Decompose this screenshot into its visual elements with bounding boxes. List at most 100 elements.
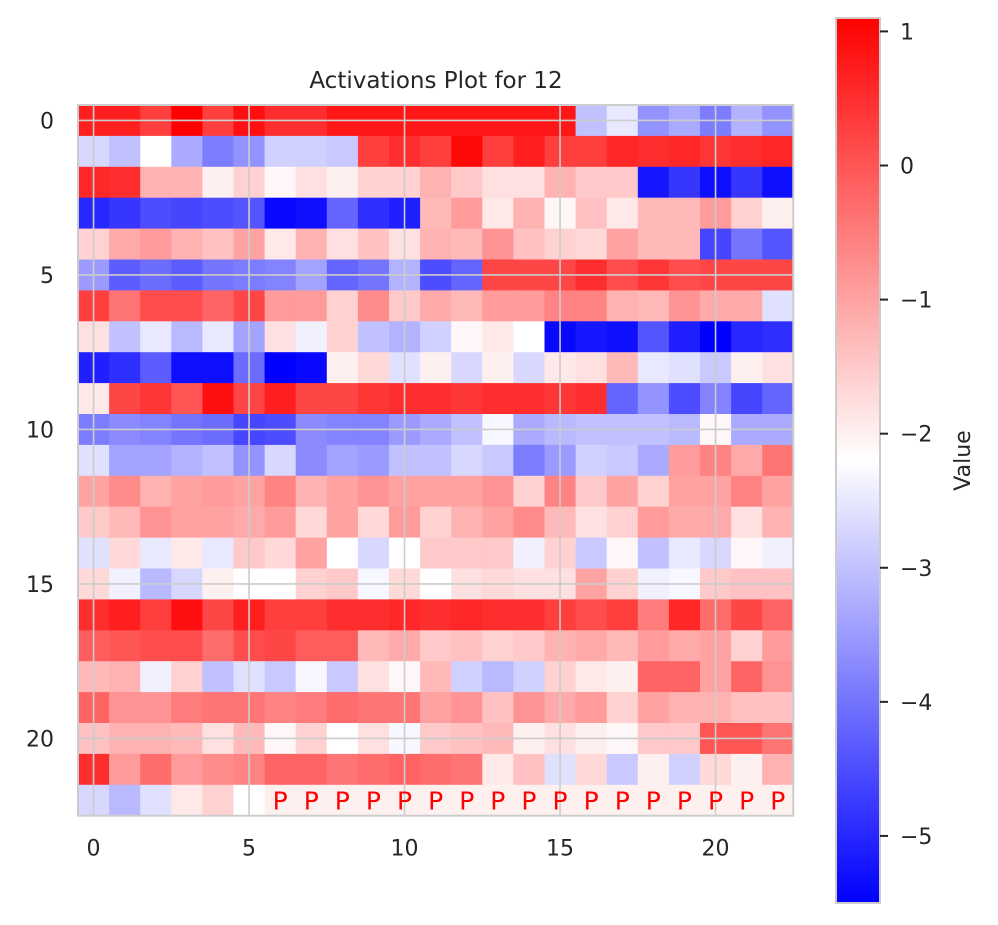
heatmap-cell (140, 753, 172, 786)
heatmap-cell (295, 537, 328, 570)
heatmap-cell (202, 444, 235, 477)
heatmap-cell (575, 444, 608, 477)
heatmap-cell (171, 475, 203, 508)
heatmap-cell (451, 166, 483, 199)
heatmap-cell (451, 290, 483, 322)
heatmap-cell (264, 352, 297, 384)
y-tick-label: 20 (26, 727, 54, 752)
heatmap-cell (451, 352, 483, 384)
heatmap-cell (171, 290, 203, 322)
heatmap-cell (420, 135, 452, 168)
heatmap-cell (731, 506, 763, 539)
heatmap-cell (295, 228, 328, 261)
pad-marker: P (553, 786, 568, 815)
heatmap-cell (762, 599, 794, 631)
heatmap-cell (668, 692, 701, 724)
heatmap-cell (762, 753, 794, 786)
heatmap-cell (668, 630, 701, 662)
heatmap-cell (295, 321, 328, 353)
heatmap-cell (264, 692, 297, 724)
heatmap-cell (109, 784, 141, 817)
heatmap-cell (109, 692, 141, 724)
y-tick-label: 15 (26, 573, 54, 598)
heatmap-cell (264, 290, 297, 322)
heatmap-cell (264, 228, 297, 261)
heatmap-cell (731, 599, 763, 631)
heatmap-cell (264, 444, 297, 477)
heatmap-cells (78, 105, 794, 817)
heatmap-cell (731, 383, 763, 415)
heatmap-cell (420, 692, 452, 724)
pad-marker: P (646, 786, 661, 815)
heatmap-cell (482, 290, 514, 322)
heatmap-cell (482, 166, 514, 199)
heatmap-cell (202, 784, 235, 817)
heatmap-cell (731, 166, 763, 199)
heatmap-cell (326, 321, 359, 353)
heatmap-cell (482, 228, 514, 261)
heatmap-cell (668, 444, 701, 477)
heatmap-cell (513, 475, 546, 508)
heatmap-cell (731, 630, 763, 662)
heatmap-cell (140, 692, 172, 724)
heatmap-cell (668, 753, 701, 786)
heatmap-cell (762, 352, 794, 384)
heatmap-cell (606, 197, 639, 230)
heatmap-cell (762, 692, 794, 724)
heatmap-cell (668, 537, 701, 570)
heatmap-cell (420, 228, 452, 261)
heatmap-cell (731, 197, 763, 230)
heatmap-cell (637, 630, 670, 662)
heatmap-cell (606, 290, 639, 322)
heatmap-cell (762, 197, 794, 230)
heatmap-cell (668, 661, 701, 693)
heatmap-cell (171, 352, 203, 384)
heatmap-cell (513, 197, 546, 230)
heatmap-cell (140, 166, 172, 199)
heatmap-cell (575, 784, 608, 817)
heatmap-cell (326, 630, 359, 662)
heatmap-cell (109, 444, 141, 477)
heatmap-cell (637, 784, 670, 817)
heatmap-cell (326, 444, 359, 477)
heatmap-cell (171, 197, 203, 230)
heatmap-cell (668, 383, 701, 415)
heatmap-cell (326, 352, 359, 384)
heatmap-cell (202, 475, 235, 508)
colorbar-tick-label: −2 (900, 423, 932, 448)
heatmap-cell (202, 753, 235, 786)
pad-marker: P (739, 786, 754, 815)
heatmap-cell (575, 630, 608, 662)
heatmap-cell (171, 661, 203, 693)
heatmap-cell (109, 475, 141, 508)
heatmap-cell (420, 537, 452, 570)
heatmap-cell (668, 135, 701, 168)
heatmap-cell (171, 135, 203, 168)
heatmap-cell (420, 383, 452, 415)
colorbar-tick-label: −3 (900, 557, 932, 582)
pad-marker: P (584, 786, 599, 815)
heatmap-cell (482, 537, 514, 570)
heatmap-cell (451, 321, 483, 353)
heatmap-cell (637, 661, 670, 693)
heatmap-cell (326, 506, 359, 539)
heatmap-cell (762, 444, 794, 477)
heatmap-cell (762, 228, 794, 261)
heatmap-cell (140, 630, 172, 662)
heatmap-cell (451, 197, 483, 230)
heatmap-cell (140, 290, 172, 322)
heatmap-cell (202, 599, 235, 631)
heatmap-cell (295, 753, 328, 786)
heatmap-cell (513, 784, 546, 817)
heatmap-cell (606, 444, 639, 477)
heatmap-cell (668, 599, 701, 631)
heatmap-cell (513, 661, 546, 693)
heatmap-cell (140, 197, 172, 230)
heatmap-cell (171, 630, 203, 662)
heatmap-cell (637, 753, 670, 786)
heatmap-cell (202, 135, 235, 168)
heatmap-cell (575, 383, 608, 415)
heatmap-cell (637, 475, 670, 508)
heatmap-cell (171, 692, 203, 724)
